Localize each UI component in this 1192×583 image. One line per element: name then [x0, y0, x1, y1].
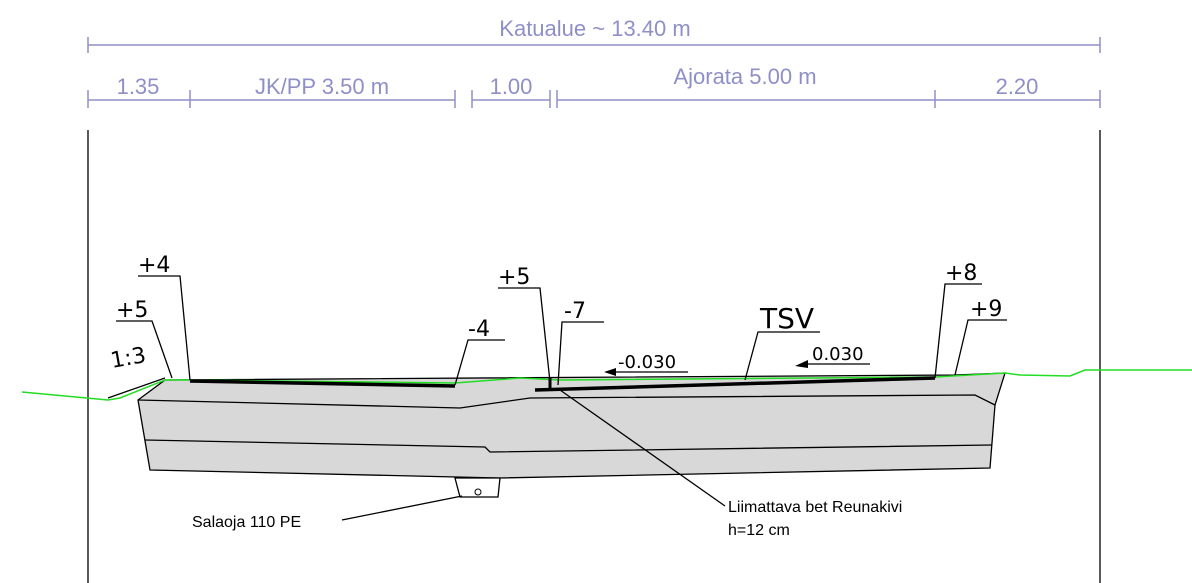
surface-label: TSV — [759, 302, 814, 335]
segment-width: 1.35 — [117, 74, 160, 99]
segment-width: 1.00 — [490, 74, 533, 99]
segment-width: Ajorata 5.00 m — [673, 64, 816, 89]
level-label: +5 — [498, 265, 530, 290]
drain-pipe — [474, 488, 482, 496]
level-label: +8 — [945, 261, 977, 286]
slope-label: 0.030 — [812, 344, 864, 365]
drain-trench — [454, 477, 501, 498]
segment-width: JK/PP 3.50 m — [255, 74, 389, 99]
layer-line — [144, 439, 993, 453]
curb-note: Liimattava bet Reunakivi — [728, 499, 902, 516]
level-label: -7 — [564, 299, 586, 324]
segment-width: 2.20 — [996, 74, 1039, 99]
level-label: +4 — [138, 253, 170, 278]
ground-line — [21, 369, 1192, 401]
total-width: Katualue ~ 13.40 m — [499, 16, 690, 41]
layer-line — [137, 394, 996, 409]
level-label: +9 — [970, 297, 1002, 322]
road-surface — [534, 376, 936, 392]
walkway-surface — [189, 379, 456, 388]
curb-note: h=12 cm — [728, 522, 790, 539]
level-label: -4 — [468, 317, 490, 342]
slope-label: 1:3 — [109, 343, 148, 374]
leaders — [107, 275, 1007, 521]
level-label: +5 — [116, 298, 148, 323]
slope-label: -0.030 — [618, 352, 676, 373]
dimension-lines — [87, 37, 1101, 108]
drain-note: Salaoja 110 PE — [192, 514, 301, 531]
